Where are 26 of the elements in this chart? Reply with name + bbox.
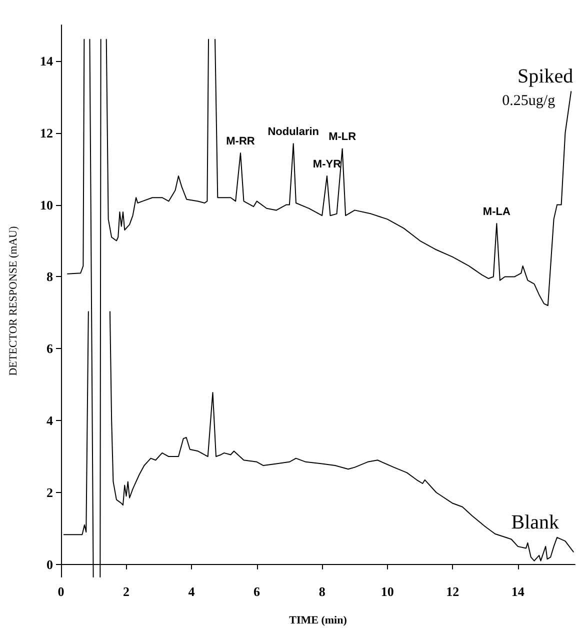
y-tick-label: 14	[40, 53, 54, 68]
series-label: Spiked	[518, 66, 574, 88]
y-tick-label: 2	[46, 484, 53, 500]
y-tick-label: 12	[40, 125, 53, 140]
annotation: M-LR	[328, 131, 356, 144]
y-axis-title: DETECTOR RESPONSE (mAU)	[8, 226, 20, 376]
x-tick-label: 0	[58, 584, 64, 599]
y-tick-label: 6	[46, 341, 54, 356]
y-tick-label: 4	[46, 413, 54, 428]
y-tick-label: 8	[46, 269, 54, 284]
annotation: M-RR	[226, 136, 255, 148]
x-tick-label: 6	[254, 584, 261, 599]
x-tick-label: 2	[123, 584, 130, 599]
x-axis-title: TIME (min)	[289, 614, 348, 626]
x-tick-label: 8	[318, 584, 326, 599]
x-tick-label: 14	[511, 584, 525, 599]
annotation: Nodularin	[268, 126, 320, 138]
x-tick-label: 4	[188, 584, 196, 599]
x-tick-label: 12	[446, 584, 460, 599]
annotation: 0.25ug/g	[502, 93, 556, 110]
annotation: M-YR	[312, 158, 342, 171]
y-tick-label: 0	[46, 556, 53, 572]
y-tick-label: 10	[40, 197, 53, 212]
x-tick-label: 10	[380, 584, 394, 599]
series-label: Blank	[511, 511, 560, 534]
annotation: M-LA	[482, 206, 510, 218]
